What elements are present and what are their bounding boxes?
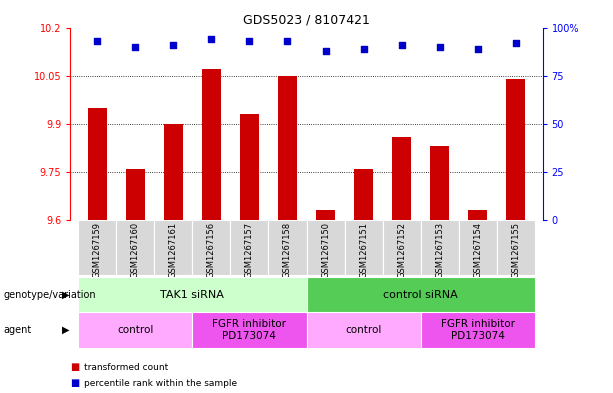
Text: control siRNA: control siRNA bbox=[383, 290, 458, 300]
Point bbox=[169, 42, 178, 48]
Bar bbox=[78, 277, 306, 312]
Bar bbox=[506, 79, 525, 220]
Text: ▶: ▶ bbox=[63, 290, 70, 300]
Text: GSM1267157: GSM1267157 bbox=[245, 222, 254, 278]
Bar bbox=[306, 277, 535, 312]
Point bbox=[321, 48, 330, 54]
Text: GSM1267155: GSM1267155 bbox=[511, 222, 520, 278]
Bar bbox=[421, 220, 459, 275]
Text: GSM1267161: GSM1267161 bbox=[169, 222, 178, 278]
Point bbox=[359, 46, 368, 52]
Bar bbox=[202, 69, 221, 220]
Bar bbox=[392, 137, 411, 220]
Text: GSM1267156: GSM1267156 bbox=[207, 222, 216, 278]
Bar bbox=[459, 220, 497, 275]
Text: FGFR inhibitor
PD173074: FGFR inhibitor PD173074 bbox=[212, 320, 286, 341]
Bar bbox=[268, 220, 306, 275]
Text: GSM1267159: GSM1267159 bbox=[93, 222, 102, 278]
Bar bbox=[430, 146, 449, 220]
Text: GSM1267151: GSM1267151 bbox=[359, 222, 368, 278]
Bar bbox=[497, 220, 535, 275]
Bar bbox=[278, 75, 297, 220]
Bar bbox=[306, 312, 421, 348]
Point bbox=[435, 44, 444, 50]
Bar bbox=[78, 312, 192, 348]
Text: FGFR inhibitor
PD173074: FGFR inhibitor PD173074 bbox=[441, 320, 515, 341]
Text: percentile rank within the sample: percentile rank within the sample bbox=[84, 379, 237, 387]
Text: agent: agent bbox=[3, 325, 31, 335]
Point bbox=[131, 44, 140, 50]
Bar bbox=[230, 220, 268, 275]
Text: GSM1267150: GSM1267150 bbox=[321, 222, 330, 278]
Text: genotype/variation: genotype/variation bbox=[3, 290, 96, 300]
Text: GSM1267154: GSM1267154 bbox=[473, 222, 482, 278]
Bar bbox=[306, 220, 345, 275]
Bar bbox=[354, 169, 373, 220]
Bar bbox=[126, 169, 145, 220]
Point bbox=[207, 36, 216, 42]
Text: ■: ■ bbox=[70, 362, 80, 373]
Bar bbox=[468, 210, 487, 220]
Text: control: control bbox=[345, 325, 382, 335]
Point bbox=[473, 46, 482, 52]
Bar bbox=[345, 220, 383, 275]
Bar bbox=[164, 124, 183, 220]
Point bbox=[245, 38, 254, 44]
Text: TAK1 siRNA: TAK1 siRNA bbox=[161, 290, 224, 300]
Bar bbox=[192, 220, 230, 275]
Bar bbox=[192, 312, 306, 348]
Text: control: control bbox=[117, 325, 153, 335]
Bar bbox=[316, 210, 335, 220]
Text: ▶: ▶ bbox=[63, 325, 70, 335]
Bar bbox=[116, 220, 154, 275]
Bar bbox=[421, 312, 535, 348]
Bar bbox=[78, 220, 116, 275]
Text: GSM1267153: GSM1267153 bbox=[435, 222, 444, 278]
Bar bbox=[383, 220, 421, 275]
Text: GSM1267160: GSM1267160 bbox=[131, 222, 140, 278]
Text: ■: ■ bbox=[70, 378, 80, 388]
Text: GSM1267152: GSM1267152 bbox=[397, 222, 406, 278]
Point bbox=[283, 38, 292, 44]
Text: transformed count: transformed count bbox=[84, 363, 168, 372]
Point bbox=[511, 40, 521, 46]
Bar bbox=[154, 220, 192, 275]
Bar bbox=[88, 108, 107, 220]
Point bbox=[397, 42, 406, 48]
Title: GDS5023 / 8107421: GDS5023 / 8107421 bbox=[243, 13, 370, 26]
Bar bbox=[240, 114, 259, 220]
Point bbox=[92, 38, 102, 44]
Text: GSM1267158: GSM1267158 bbox=[283, 222, 292, 278]
